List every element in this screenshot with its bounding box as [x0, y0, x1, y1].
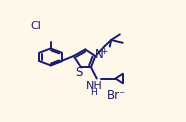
Text: S: S [75, 66, 82, 79]
Text: N: N [94, 48, 103, 61]
Text: Cl: Cl [30, 21, 41, 31]
Text: +: + [100, 47, 108, 56]
Text: Br⁻: Br⁻ [107, 89, 127, 102]
Text: NH: NH [86, 81, 102, 91]
Text: H: H [91, 88, 97, 97]
